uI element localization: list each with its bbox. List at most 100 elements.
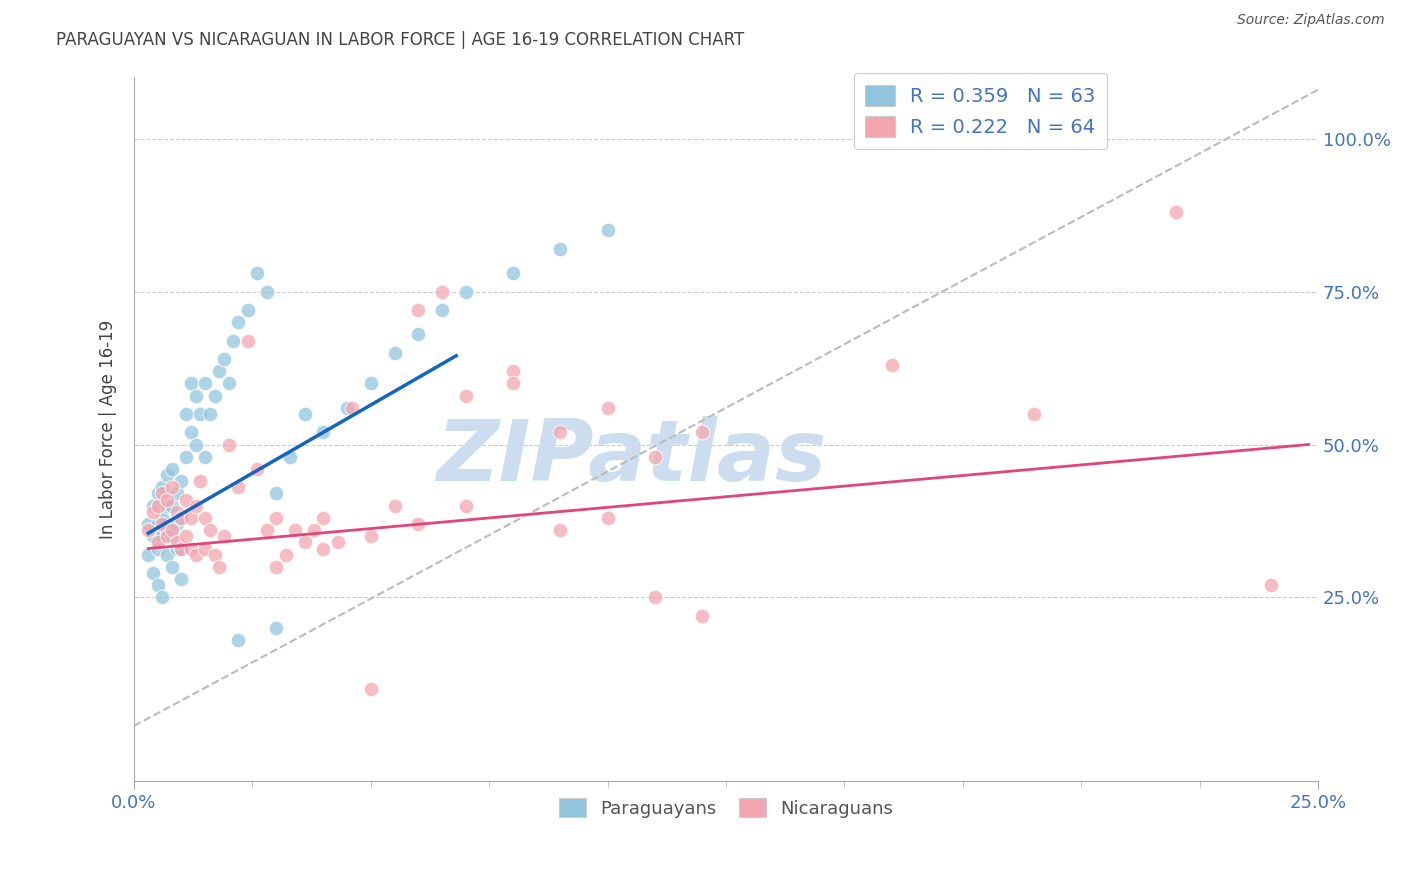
- Legend: Paraguayans, Nicaraguans: Paraguayans, Nicaraguans: [553, 790, 900, 825]
- Point: [170, 511, 193, 525]
- Point: [596, 511, 619, 525]
- Point: [166, 516, 188, 531]
- Point: [170, 511, 193, 525]
- Point: [312, 511, 335, 525]
- Point: [198, 523, 221, 537]
- Point: [406, 327, 429, 342]
- Point: [218, 437, 240, 451]
- Point: [146, 541, 169, 556]
- Point: [136, 523, 159, 537]
- Point: [136, 516, 159, 531]
- Point: [430, 302, 453, 317]
- Point: [226, 315, 249, 329]
- Point: [188, 407, 211, 421]
- Point: [174, 450, 197, 464]
- Point: [152, 480, 174, 494]
- Point: [152, 529, 174, 543]
- Point: [236, 302, 259, 317]
- Point: [264, 486, 287, 500]
- Point: [136, 548, 159, 562]
- Y-axis label: In Labor Force | Age 16-19: In Labor Force | Age 16-19: [100, 319, 117, 539]
- Point: [194, 511, 217, 525]
- Point: [156, 529, 179, 543]
- Point: [454, 388, 477, 402]
- Point: [502, 364, 524, 378]
- Point: [256, 285, 278, 299]
- Point: [212, 529, 235, 543]
- Point: [550, 425, 572, 440]
- Point: [156, 523, 179, 537]
- Point: [550, 523, 572, 537]
- Point: [204, 548, 226, 562]
- Point: [184, 437, 207, 451]
- Point: [184, 388, 207, 402]
- Point: [146, 578, 169, 592]
- Point: [340, 401, 363, 415]
- Point: [256, 523, 278, 537]
- Point: [170, 541, 193, 556]
- Point: [596, 401, 619, 415]
- Point: [180, 376, 202, 391]
- Point: [294, 407, 316, 421]
- Point: [142, 505, 165, 519]
- Point: [212, 351, 235, 366]
- Point: [312, 541, 335, 556]
- Point: [160, 529, 183, 543]
- Point: [170, 474, 193, 488]
- Point: [502, 376, 524, 391]
- Point: [184, 499, 207, 513]
- Point: [188, 474, 211, 488]
- Text: Source: ZipAtlas.com: Source: ZipAtlas.com: [1237, 13, 1385, 28]
- Point: [550, 242, 572, 256]
- Point: [156, 468, 179, 483]
- Point: [160, 499, 183, 513]
- Point: [406, 302, 429, 317]
- Point: [692, 425, 714, 440]
- Point: [166, 486, 188, 500]
- Point: [156, 548, 179, 562]
- Point: [692, 608, 714, 623]
- Point: [336, 401, 359, 415]
- Point: [236, 334, 259, 348]
- Point: [156, 492, 179, 507]
- Point: [166, 505, 188, 519]
- Point: [384, 345, 406, 359]
- Point: [1260, 578, 1282, 592]
- Point: [142, 529, 165, 543]
- Point: [880, 131, 903, 145]
- Point: [142, 566, 165, 580]
- Point: [312, 425, 335, 440]
- Point: [264, 560, 287, 574]
- Point: [152, 511, 174, 525]
- Point: [360, 376, 382, 391]
- Text: PARAGUAYAN VS NICARAGUAN IN LABOR FORCE | AGE 16-19 CORRELATION CHART: PARAGUAYAN VS NICARAGUAN IN LABOR FORCE …: [56, 31, 745, 49]
- Point: [596, 223, 619, 237]
- Point: [222, 334, 245, 348]
- Point: [246, 266, 269, 280]
- Point: [180, 511, 202, 525]
- Point: [204, 388, 226, 402]
- Point: [880, 358, 903, 372]
- Point: [1022, 407, 1045, 421]
- Point: [146, 499, 169, 513]
- Point: [160, 560, 183, 574]
- Point: [360, 682, 382, 697]
- Point: [166, 535, 188, 549]
- Point: [208, 560, 231, 574]
- Point: [156, 499, 179, 513]
- Point: [194, 376, 217, 391]
- Point: [146, 535, 169, 549]
- Point: [326, 535, 349, 549]
- Point: [218, 376, 240, 391]
- Point: [174, 407, 197, 421]
- Point: [360, 529, 382, 543]
- Point: [146, 516, 169, 531]
- Point: [502, 266, 524, 280]
- Point: [302, 523, 325, 537]
- Point: [198, 407, 221, 421]
- Point: [180, 541, 202, 556]
- Point: [174, 492, 197, 507]
- Point: [194, 541, 217, 556]
- Point: [430, 285, 453, 299]
- Point: [174, 529, 197, 543]
